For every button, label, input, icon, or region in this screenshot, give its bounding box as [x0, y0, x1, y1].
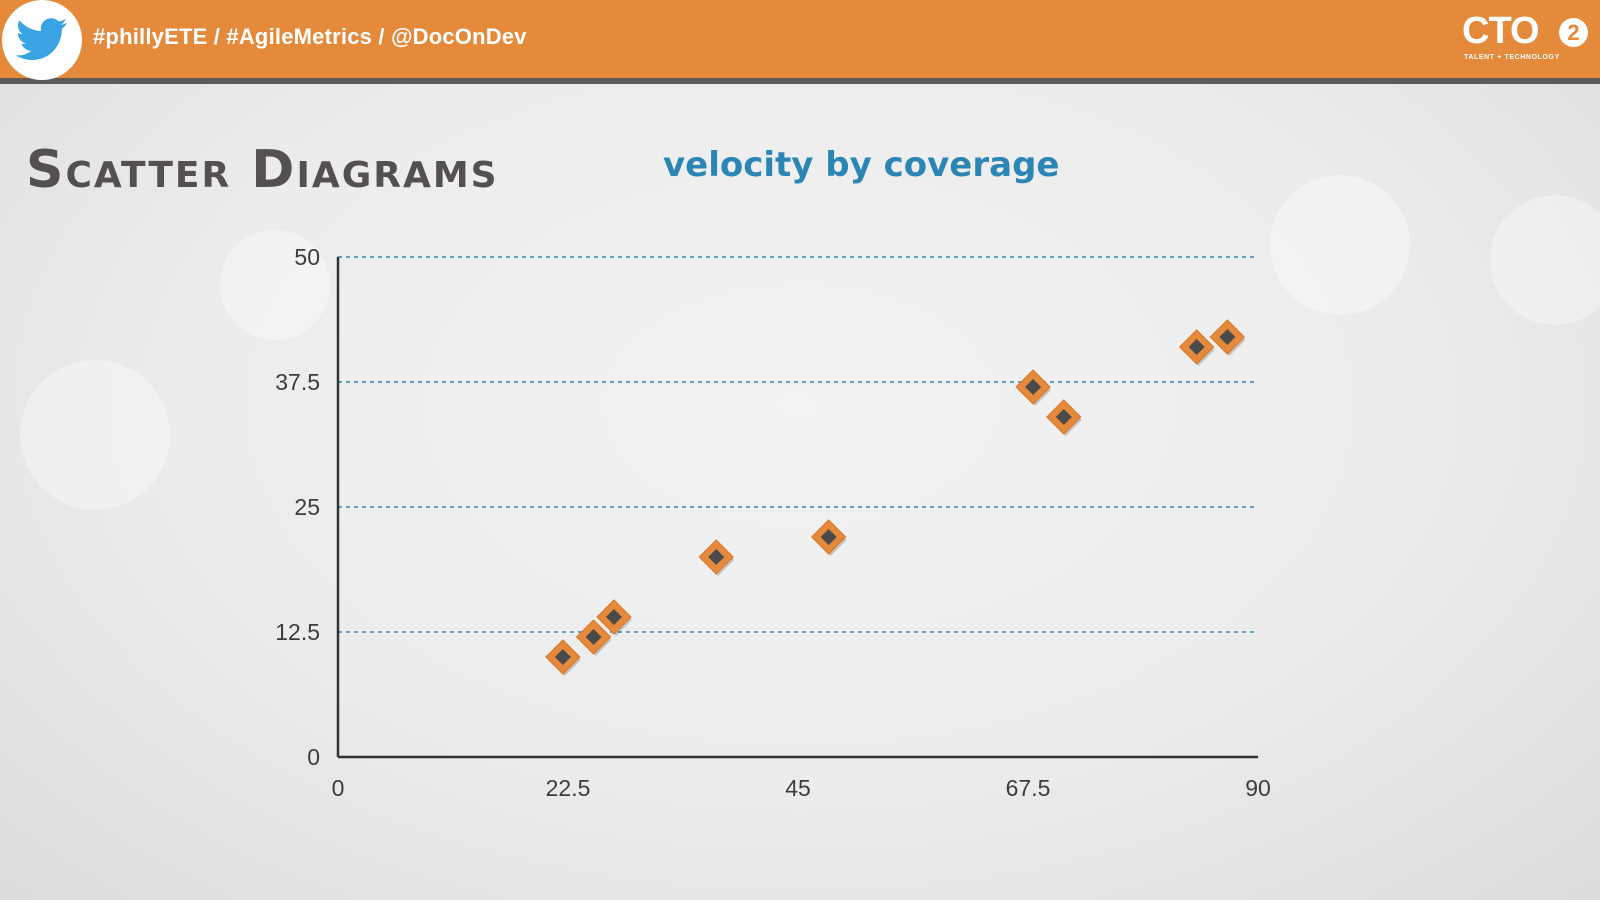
brand-badge: 2 — [1559, 18, 1588, 47]
x-tick-label: 67.5 — [1006, 775, 1051, 801]
data-point — [810, 519, 847, 556]
data-point — [1015, 369, 1052, 406]
background-bokeh — [1490, 195, 1600, 325]
data-point — [698, 539, 735, 576]
twitter-bird-icon — [15, 18, 67, 60]
brand-logo: CTO 2 TALENT + TECHNOLOGY — [1462, 10, 1590, 66]
data-point — [1178, 329, 1215, 366]
brand-name: CTO — [1462, 10, 1540, 52]
data-point — [1046, 399, 1082, 436]
y-tick-label: 0 — [307, 744, 320, 770]
data-point — [596, 599, 632, 636]
data-point-core — [1188, 339, 1205, 355]
data-point-core — [820, 529, 837, 545]
background-bokeh — [220, 230, 330, 340]
background-bokeh — [20, 360, 170, 510]
slide-title: Scatter Diagrams — [26, 140, 499, 200]
x-tick-label: 22.5 — [546, 775, 591, 801]
data-point-core — [1055, 409, 1072, 425]
data-point-core — [708, 549, 725, 565]
twitter-badge — [2, 0, 82, 80]
y-tick-label: 37.5 — [275, 369, 320, 395]
data-point — [575, 619, 612, 656]
data-point-core — [1219, 329, 1236, 345]
data-point — [1209, 319, 1246, 356]
data-point-core — [606, 609, 622, 625]
brand-tagline: TALENT + TECHNOLOGY — [1464, 54, 1560, 61]
y-tick-label: 25 — [294, 494, 320, 520]
header-bar: #phillyETE / #AgileMetrics / @DocOnDev C… — [0, 0, 1600, 84]
x-tick-label: 0 — [332, 775, 345, 801]
data-point-core — [1025, 379, 1042, 395]
data-point-core — [585, 629, 602, 645]
x-tick-label: 90 — [1245, 775, 1271, 801]
slide-subtitle: velocity by coverage — [663, 145, 1060, 185]
y-tick-label: 12.5 — [275, 619, 320, 645]
hashtags-text: #phillyETE / #AgileMetrics / @DocOnDev — [93, 24, 527, 49]
data-point — [545, 639, 581, 676]
x-tick-label: 45 — [785, 775, 811, 801]
data-point-core — [554, 649, 571, 665]
background-bokeh — [1270, 175, 1410, 315]
y-tick-label: 50 — [294, 244, 320, 270]
